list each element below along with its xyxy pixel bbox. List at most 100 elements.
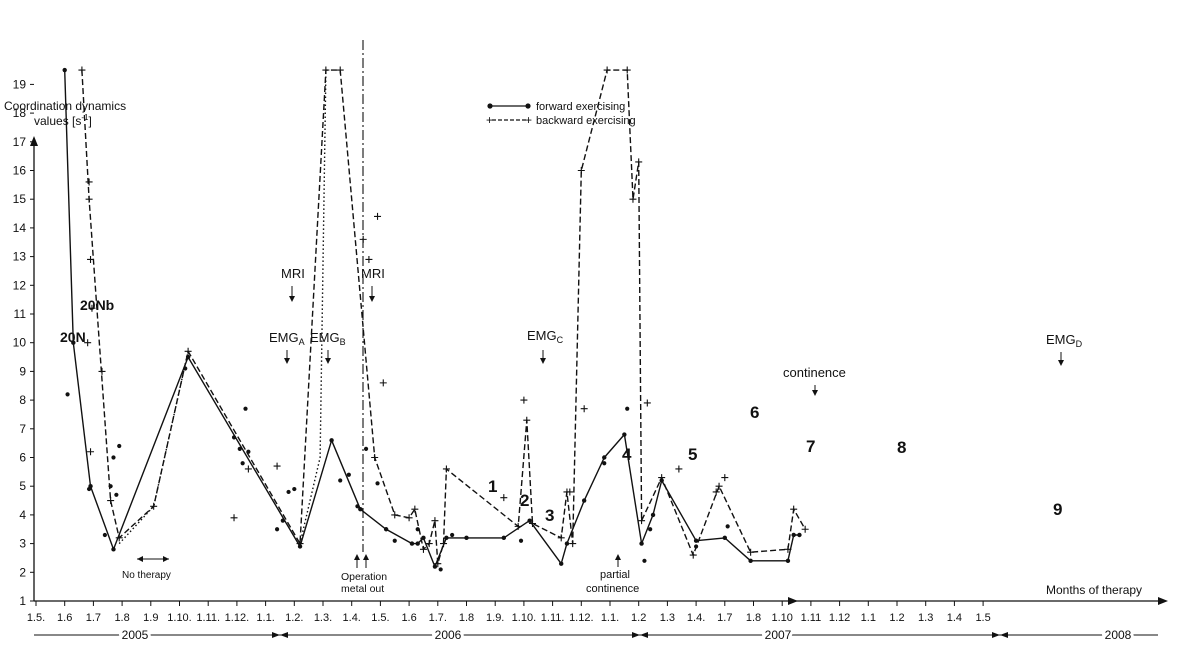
y-axis-label-line2: values [s-1] bbox=[34, 113, 92, 128]
x-tick-label: 1.2. bbox=[285, 612, 303, 624]
annotation-20N: 20N bbox=[60, 329, 86, 345]
backward-point bbox=[322, 66, 330, 74]
scatter-plus bbox=[566, 488, 574, 496]
scatter-plus bbox=[580, 405, 588, 413]
forward-point bbox=[639, 541, 644, 546]
x-tick-label: 1.11. bbox=[196, 612, 220, 624]
emg-c-arrowhead bbox=[540, 358, 546, 364]
backward-point bbox=[523, 416, 531, 424]
peak-label-1: 1 bbox=[488, 477, 497, 496]
scatter-dot bbox=[117, 443, 122, 449]
scatter-plus bbox=[88, 304, 96, 312]
annotation-operation-line2: metal out bbox=[341, 583, 384, 595]
legend-forward-label: forward exercising bbox=[536, 101, 625, 113]
emg-a-arrowhead bbox=[284, 358, 290, 364]
scatter-plus bbox=[230, 514, 238, 522]
scatter-dot bbox=[338, 478, 343, 483]
year-label-2007: 2007 bbox=[765, 628, 792, 642]
annotation-partial-line1: partial bbox=[600, 569, 630, 581]
annotation-mri-1: MRI bbox=[281, 266, 305, 281]
forward-point bbox=[432, 564, 438, 569]
x-tick-label: 1.9. bbox=[486, 612, 504, 624]
y-tick-label: 11 bbox=[14, 307, 27, 321]
backward-point bbox=[790, 505, 798, 513]
backward-point bbox=[371, 454, 379, 461]
peak-label-2: 2 bbox=[520, 491, 529, 510]
forward-point bbox=[693, 538, 699, 543]
scatter-dot bbox=[86, 486, 92, 492]
year-arrow-6 bbox=[1000, 632, 1008, 638]
forward-point bbox=[409, 541, 415, 546]
backward-point bbox=[391, 511, 399, 519]
scatter-dot bbox=[725, 524, 730, 529]
forward-point bbox=[71, 340, 76, 345]
x-tick-label: 1.11 bbox=[801, 612, 822, 624]
annotation-partial-line2: continence bbox=[586, 583, 639, 595]
continence-arrowhead bbox=[812, 390, 818, 396]
forward-point bbox=[111, 547, 116, 552]
x-tick-label: 1.11. bbox=[541, 612, 565, 624]
series-line-backward-exercising bbox=[81, 69, 806, 565]
x-tick-label: 1.7 bbox=[86, 612, 101, 624]
x-tick-label: 1.4 bbox=[947, 612, 962, 624]
scatter-plus bbox=[244, 465, 252, 473]
annotation-emg-c: EMGC bbox=[527, 328, 564, 345]
y-tick-label: 14 bbox=[13, 221, 27, 235]
scatter-dot bbox=[602, 461, 607, 466]
backward-point bbox=[442, 465, 450, 473]
year-label-2006: 2006 bbox=[435, 628, 462, 642]
x-tick-label: 1.12. bbox=[569, 612, 593, 624]
scatter-dot bbox=[286, 489, 291, 495]
x-tick-label: 1.3 bbox=[660, 612, 675, 624]
peak-label-4: 4 bbox=[622, 445, 632, 464]
scatter-dot bbox=[518, 538, 524, 543]
x-tick-label: 1.10 bbox=[771, 612, 792, 624]
y-tick-label: 2 bbox=[19, 565, 26, 579]
x-tick-label: 1.5. bbox=[371, 612, 389, 624]
backward-point bbox=[107, 497, 115, 505]
x-tick-label: 1.12. bbox=[225, 612, 249, 624]
backward-point bbox=[638, 517, 646, 525]
x-tick-label: 1.10. bbox=[512, 612, 536, 624]
x-tick-label: 1.12 bbox=[829, 612, 850, 624]
operation-arrowhead-2 bbox=[363, 554, 369, 560]
legend-backward-label: backward exercising bbox=[536, 115, 636, 127]
scatter-plus bbox=[712, 488, 720, 496]
forward-point bbox=[748, 558, 753, 564]
backward-point bbox=[514, 522, 522, 530]
scatter-dot bbox=[355, 504, 360, 509]
scatter-plus bbox=[379, 379, 387, 387]
annotation-emg-d: EMGD bbox=[1046, 332, 1083, 349]
operation-arrowhead-1 bbox=[354, 554, 360, 560]
legend-backward-plus-1: + bbox=[486, 113, 493, 127]
emg-b-arrowhead bbox=[325, 358, 331, 364]
backward-point bbox=[440, 540, 448, 548]
peak-label-5: 5 bbox=[688, 445, 697, 464]
annotation-20Nb: 20Nb bbox=[80, 297, 114, 313]
x-tick-label: 1.5 bbox=[975, 612, 990, 624]
scatter-plus bbox=[500, 494, 508, 502]
scatter-dot bbox=[280, 518, 285, 523]
scatter-dot bbox=[392, 538, 397, 543]
scatter-dot bbox=[625, 406, 630, 411]
backward-point bbox=[801, 525, 809, 533]
scatter-plus bbox=[87, 448, 95, 456]
scatter-dot bbox=[102, 532, 107, 538]
backward-point bbox=[635, 158, 643, 166]
forward-point bbox=[797, 532, 802, 538]
legend-forward-dot-2 bbox=[525, 103, 531, 109]
x-tick-label: 1.7. bbox=[429, 612, 447, 624]
series-line-forward-exercising bbox=[64, 70, 800, 568]
forward-point bbox=[415, 541, 420, 546]
scatter-plus bbox=[365, 255, 373, 263]
backward-point bbox=[78, 66, 86, 74]
backward-point bbox=[411, 505, 419, 513]
annotation-operation-line1: Operation bbox=[341, 571, 387, 583]
peak-label-3: 3 bbox=[545, 506, 554, 525]
backward-point bbox=[784, 545, 792, 553]
x-tick-label: 1.1. bbox=[256, 612, 274, 624]
backward-point bbox=[623, 66, 631, 74]
scatter-dot bbox=[114, 492, 119, 497]
y-tick-label: 3 bbox=[19, 537, 26, 551]
annotation-emg-b: EMGB bbox=[310, 330, 346, 347]
